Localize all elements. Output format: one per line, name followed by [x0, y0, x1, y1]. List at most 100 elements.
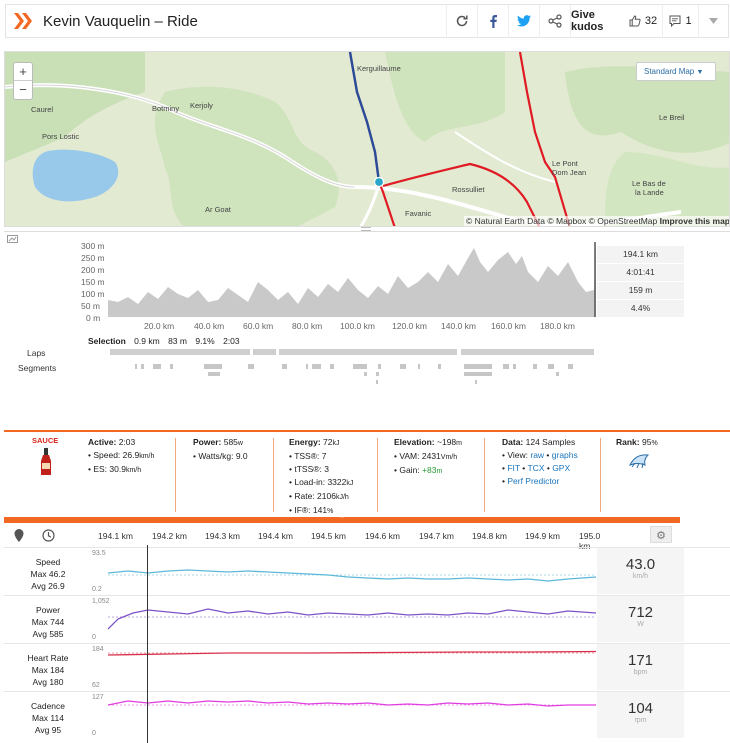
share-button[interactable]	[539, 4, 570, 38]
lap-bar[interactable]	[110, 349, 250, 355]
stream-name: Cadence	[30, 701, 66, 711]
resize-handle[interactable]	[361, 227, 371, 231]
elev-x-tick: 60.0 km	[243, 321, 274, 331]
power-line	[108, 608, 596, 630]
stream-x-tick: 194.9 km	[525, 531, 560, 541]
active-value: 2:03	[118, 437, 136, 447]
elev-y-tick: 50 m	[81, 301, 100, 311]
stat-elevation: 159 m	[597, 282, 684, 299]
sauce-logo[interactable]: SAUCE	[32, 436, 59, 445]
map-label-kerguillaume: Kerguillaume	[357, 64, 401, 73]
view-graphs-link[interactable]: graphs	[551, 450, 578, 460]
cadence-line	[108, 700, 596, 707]
sauce-active-column: Active: 2:03 • Speed: 26.9km/h • ES: 30.…	[88, 437, 155, 474]
view-raw-link[interactable]: raw	[530, 450, 545, 460]
elevation-unit: m	[456, 440, 462, 447]
ttss-value: 3	[324, 464, 329, 474]
rate-unit: kJ/h	[335, 494, 349, 501]
clock-icon	[42, 529, 55, 542]
elev-x-tick: 160.0 km	[491, 321, 526, 331]
stream-label: Heart Rate Max 184 Avg 180	[4, 652, 92, 688]
gear-icon: ⚙	[656, 530, 666, 542]
lap-bar[interactable]	[253, 349, 276, 355]
sauce-power-column: Power: 585w • Watts/kg: 9.0	[193, 437, 248, 461]
facebook-button[interactable]	[477, 4, 508, 38]
stream-label: Speed Max 46.2 Avg 26.9	[4, 556, 92, 592]
route-map[interactable]: Kerguillaume Caurel Botminy Kerjoly Pors…	[4, 51, 730, 227]
stream-row-cadence[interactable]: Cadence Max 114 Avg 95 127 0 104 rpm	[4, 691, 730, 739]
give-kudos-button[interactable]: Give kudos	[570, 4, 624, 38]
stream-row-speed[interactable]: Speed Max 46.2 Avg 26.9 93.5 0.2 43.0 km/h	[4, 547, 730, 595]
vam-value: 2431	[421, 451, 441, 461]
comments-button[interactable]: 1	[662, 4, 698, 38]
map-attribution: © Natural Earth Data © Mapbox © OpenStre…	[464, 216, 730, 226]
lap-bar[interactable]	[461, 349, 594, 355]
stream-x-tick: 194.1 km	[98, 531, 133, 541]
export-gpx-link[interactable]: GPX	[552, 463, 571, 473]
map-canvas	[5, 52, 729, 226]
stream-row-power[interactable]: Power Max 744 Avg 585 1,052 0 712 W	[4, 595, 730, 643]
time-axis-button[interactable]	[42, 529, 56, 543]
elevation-chart-icon	[7, 235, 18, 243]
speed-unit: km/h	[139, 453, 155, 460]
improve-map-link[interactable]: Improve this map	[659, 216, 730, 226]
perf-predictor-link[interactable]: Perf Predictor	[507, 476, 560, 486]
rank-value: 95	[642, 437, 652, 447]
activity-header: Kevin Vauquelin – Ride Give kudos 32 1	[5, 4, 729, 38]
kudos-count-button[interactable]: 32	[624, 5, 662, 38]
refresh-icon	[456, 15, 468, 27]
collapse-sauce-button[interactable]: ⌃	[4, 516, 680, 523]
segments-track[interactable]	[108, 364, 596, 390]
elevation-profile[interactable]	[108, 242, 596, 317]
zoom-in-button[interactable]: +	[14, 63, 32, 81]
elev-x-tick: 40.0 km	[194, 321, 225, 331]
map-label-la-lande: la Lande	[635, 188, 664, 197]
twitter-button[interactable]	[508, 4, 539, 38]
elev-y-tick: 300 m	[81, 241, 105, 251]
zoom-control: + −	[13, 62, 33, 100]
map-pin-button[interactable]	[14, 529, 28, 543]
sauce-elevation-column: Elevation: ~198m • VAM: 2431Vm/h • Gain:…	[394, 437, 462, 475]
stream-settings-button[interactable]: ⚙	[650, 526, 672, 543]
energy-unit: kJ	[332, 440, 340, 447]
chevron-up-icon: ⌃	[339, 516, 345, 523]
zoom-out-button[interactable]: −	[19, 82, 27, 97]
stream-x-tick: 194.2 km	[152, 531, 187, 541]
export-tcx-link[interactable]: TCX	[527, 463, 545, 473]
stream-name: Heart Rate	[27, 653, 69, 663]
rank-badge-icon[interactable]	[626, 451, 652, 471]
twitter-icon	[517, 15, 531, 27]
map-style-select[interactable]: Standard Map ▼	[636, 62, 716, 81]
map-label-ar-goat: Ar Goat	[205, 205, 231, 214]
stat-distance: 194.1 km	[597, 246, 684, 263]
elevation-value: ~198	[437, 437, 457, 447]
selection-elevation: 83 m	[168, 336, 187, 346]
column-divider	[273, 438, 274, 512]
rank-unit: %	[651, 440, 658, 447]
elev-y-tick: 250 m	[81, 253, 105, 263]
sauce-rank-column: Rank: 95%	[616, 436, 658, 450]
more-actions-button[interactable]	[698, 4, 728, 38]
elev-x-tick: 140.0 km	[441, 321, 476, 331]
export-fit-link[interactable]: FIT	[507, 463, 520, 473]
map-label-rossulliet: Rossulliet	[452, 185, 485, 194]
gain-label: Gain:	[399, 465, 420, 475]
map-pin-icon	[14, 529, 24, 542]
strava-chevron-logo[interactable]	[13, 11, 39, 31]
stream-label: Cadence Max 114 Avg 95	[4, 700, 92, 736]
heart-rate-line	[108, 650, 596, 656]
stream-max: Max 46.2	[30, 569, 66, 579]
stream-row-heart-rate[interactable]: Heart Rate Max 184 Avg 180 184 62 171 bpm	[4, 643, 730, 691]
stream-y-max: 184	[92, 646, 104, 653]
column-divider	[377, 438, 378, 512]
laps-label: Laps	[27, 348, 46, 358]
sauce-energy-column: Energy: 72kJ • TSS®: 7 • tTSS®: 3 • Load…	[289, 437, 354, 515]
vam-label: VAM:	[399, 451, 420, 461]
lap-bar[interactable]	[279, 349, 457, 355]
stream-value: 171	[627, 652, 654, 669]
tss-label: TSS®:	[294, 451, 320, 461]
energy-value: 72	[323, 437, 333, 447]
elev-x-tick: 80.0 km	[292, 321, 323, 331]
refresh-button[interactable]	[446, 4, 477, 38]
speed-value: 26.9	[122, 450, 140, 460]
